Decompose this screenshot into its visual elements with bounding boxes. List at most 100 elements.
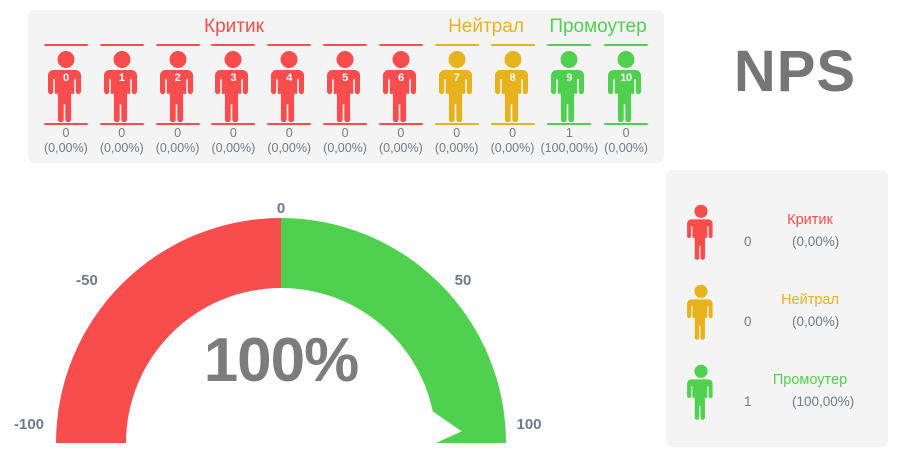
legend-percent: (100,00%) xyxy=(792,394,855,409)
score-cell-rule-bottom xyxy=(99,123,144,125)
score-cell-rule-top xyxy=(604,44,649,46)
score-cell-rule-top xyxy=(547,44,592,46)
score-cell-rule-bottom xyxy=(434,123,479,125)
score-cell-rule-top xyxy=(378,44,423,46)
legend-row-passive[interactable]: Нейтрал 0 (0,00%) xyxy=(684,275,880,347)
score-cell-percent: (0,00%) xyxy=(155,141,200,155)
score-cell-rule-top xyxy=(43,44,88,46)
score-cell-percent: (0,00%) xyxy=(44,141,88,155)
person-icon: 2 xyxy=(156,48,200,122)
score-cell-percent: (0,00%) xyxy=(604,141,648,155)
score-cell-count: 0 xyxy=(62,126,70,140)
score-cell-count: 0 xyxy=(622,126,630,140)
score-cell-percent: (0,00%) xyxy=(99,141,144,155)
score-cell-count: 0 xyxy=(453,126,461,140)
score-cell-rule-bottom xyxy=(43,123,88,125)
score-cell-rule-bottom xyxy=(547,123,592,125)
score-cell-3[interactable]: 3 0 (0,00%) xyxy=(205,44,261,159)
person-icon: 9 xyxy=(547,48,591,122)
score-cell-count: 0 xyxy=(118,126,126,140)
legend-count: 0 xyxy=(744,234,752,249)
score-cell-6[interactable]: 6 0 (0,00%) xyxy=(373,44,429,159)
nps-gauge: -100 -50 0 50 100 100% xyxy=(0,190,660,461)
score-cells: 0 0 (0,00%) 1 0 (0,00%) 2 0 (0,00%) 3 0 (0,00%) 4 0 (0… xyxy=(38,44,654,159)
person-icon xyxy=(684,360,718,422)
score-cell-rule-top xyxy=(99,44,144,46)
score-cell-count: 0 xyxy=(285,126,293,140)
score-cell-8[interactable]: 8 0 (0,00%) xyxy=(485,44,541,159)
score-cell-4[interactable]: 4 0 (0,00%) xyxy=(261,44,317,159)
group-header-promoter: Промоутер xyxy=(549,16,647,37)
score-cell-count: 0 xyxy=(341,126,349,140)
score-cell-rule-bottom xyxy=(490,123,535,125)
group-header-passive: Нейтрал xyxy=(448,16,524,37)
person-icon: 5 xyxy=(323,48,367,122)
person-icon: 10 xyxy=(604,48,648,122)
person-icon: 0 xyxy=(44,48,88,122)
person-icon: 8 xyxy=(491,48,535,122)
legend-row-detractor[interactable]: Критик 0 (0,00%) xyxy=(684,195,880,267)
score-cell-percent: (0,00%) xyxy=(378,141,423,155)
gauge-value-label: 100% xyxy=(203,326,360,395)
score-cell-2[interactable]: 2 0 (0,00%) xyxy=(150,44,206,159)
score-cell-count: 0 xyxy=(229,126,237,140)
score-cell-1[interactable]: 1 0 (0,00%) xyxy=(94,44,150,159)
score-cell-count: 1 xyxy=(565,126,573,140)
legend-row-promoter[interactable]: Промоутер 1 (100,00%) xyxy=(684,355,880,427)
score-cell-percent: (0,00%) xyxy=(211,141,256,155)
score-cell-7[interactable]: 7 0 (0,00%) xyxy=(429,44,485,159)
person-icon xyxy=(684,280,718,342)
legend-text: Промоутер 1 (100,00%) xyxy=(740,371,880,411)
score-scale-panel: Критик Нейтрал Промоутер 0 0 (0,00%) 1 0 (0,00%… xyxy=(28,10,664,163)
person-icon: 1 xyxy=(100,48,144,122)
legend-count: 1 xyxy=(744,394,752,409)
score-cell-9[interactable]: 9 1 (100,00%) xyxy=(540,44,598,159)
score-cell-rule-top xyxy=(267,44,312,46)
score-cell-percent: (100,00%) xyxy=(540,141,599,155)
person-icon xyxy=(684,200,718,262)
score-cell-rule-bottom xyxy=(267,123,312,125)
legend-label: Нейтрал xyxy=(781,292,839,308)
score-cell-rule-bottom xyxy=(211,123,256,125)
group-header-row: Критик Нейтрал Промоутер xyxy=(28,10,664,44)
score-cell-count: 0 xyxy=(397,126,405,140)
gauge-tick-100: 100 xyxy=(516,416,542,433)
legend-text: Нейтрал 0 (0,00%) xyxy=(740,291,880,331)
score-cell-rule-top xyxy=(323,44,368,46)
score-cell-rule-bottom xyxy=(604,123,649,125)
score-cell-rule-bottom xyxy=(155,123,200,125)
score-cell-5[interactable]: 5 0 (0,00%) xyxy=(317,44,373,159)
score-cell-10[interactable]: 10 0 (0,00%) xyxy=(598,44,654,159)
person-icon: 6 xyxy=(379,48,423,122)
legend-stats: 0 (0,00%) xyxy=(740,312,880,331)
group-header-detractor: Критик xyxy=(204,16,264,37)
score-cell-percent: (0,00%) xyxy=(267,141,312,155)
score-cell-percent: (0,00%) xyxy=(434,141,479,155)
gauge-band-promoter xyxy=(281,218,506,443)
legend-text: Критик 0 (0,00%) xyxy=(740,211,880,251)
legend-label: Промоутер xyxy=(772,372,848,388)
gauge-arc-svg xyxy=(56,218,506,443)
gauge-tick-minus-50: -50 xyxy=(76,272,98,289)
score-cell-rule-top xyxy=(211,44,256,46)
score-cell-rule-bottom xyxy=(378,123,423,125)
score-cell-percent: (0,00%) xyxy=(323,141,367,155)
gauge-tick-50: 50 xyxy=(454,272,472,289)
legend-stats: 0 (0,00%) xyxy=(740,232,880,251)
score-cell-count: 0 xyxy=(509,126,517,140)
gauge-band-detractor xyxy=(56,218,281,443)
score-cell-rule-top xyxy=(434,44,479,46)
score-cell-percent: (0,00%) xyxy=(490,141,535,155)
gauge-tick-zero: 0 xyxy=(276,200,286,217)
score-cell-rule-bottom xyxy=(323,123,368,125)
page-title: NPS xyxy=(733,39,857,104)
legend-panel: Критик 0 (0,00%) Нейтрал 0 (0,00%) Промоутер 1 (… xyxy=(666,170,888,447)
legend-label: Критик xyxy=(787,212,833,228)
legend-count: 0 xyxy=(744,314,752,329)
legend-percent: (0,00%) xyxy=(792,314,840,329)
person-icon: 3 xyxy=(211,48,255,122)
score-cell-rule-top xyxy=(490,44,535,46)
score-cell-0[interactable]: 0 0 (0,00%) xyxy=(38,44,94,159)
score-cell-rule-top xyxy=(155,44,200,46)
legend-percent: (0,00%) xyxy=(792,234,840,249)
